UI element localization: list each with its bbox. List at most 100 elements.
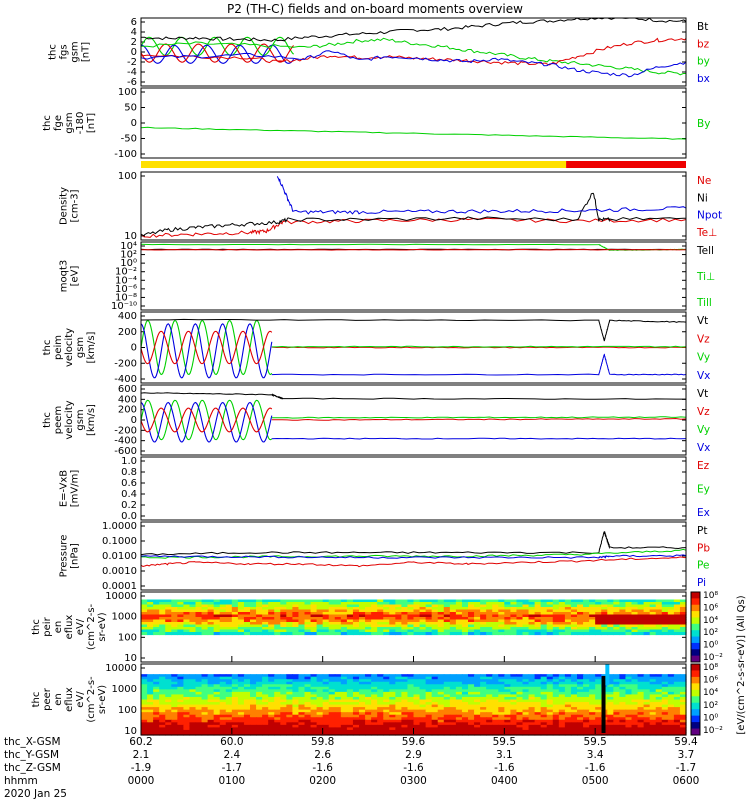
ylabel-pressure: Pressure[nPa] — [59, 535, 81, 578]
colorbar-tick: 10² — [703, 628, 718, 638]
footer-label: thc_Z-GSM — [4, 762, 61, 774]
series-by — [140, 37, 686, 76]
footer-tick-y: 3.7 — [677, 749, 695, 761]
ytick-label: -600 — [114, 446, 137, 457]
panel-density: Density[cm-3] 100 10 Ne Ni Npot Te⊥ — [59, 171, 723, 242]
panel-frame — [140, 171, 687, 241]
colorbar-tick: 10² — [703, 701, 718, 711]
footer-tick-x: 59.4 — [674, 736, 698, 748]
legend-Vy: Vy — [697, 352, 710, 364]
footer-tick-z: -1.7 — [221, 762, 243, 774]
legend-Npot: Npot — [697, 210, 722, 222]
colorbar-upper: 10⁸ 10⁶ 10⁴ 10² 10⁰ 10⁻² — [690, 591, 723, 663]
panel-frame — [140, 663, 687, 736]
series-Vx — [271, 353, 687, 376]
panel-peem: thcpeemvelocitygsm[km/s] 6004002000-200-4… — [42, 384, 710, 457]
legend-Vx: Vx — [697, 442, 710, 454]
footer-tick-x: 59.6 — [401, 736, 426, 748]
colorbar-lower: 10⁸ 10⁶ 10⁴ 10² 10⁰ 10⁻² — [690, 663, 723, 736]
legend-Ni: Ni — [697, 192, 708, 204]
footer-tick-y: 3.4 — [586, 749, 604, 761]
ytick-label: 0.4 — [121, 489, 137, 500]
ytick-label: 100 — [118, 705, 137, 716]
legend-Vt: Vt — [697, 388, 708, 400]
footer-label: 2020 Jan 25 — [4, 788, 67, 800]
footer-tick-column: 59.6 2.9 -1.6 0300 — [398, 736, 430, 788]
legend-Vx: Vx — [697, 370, 710, 382]
ytick-label: 100 — [118, 632, 137, 643]
footer-tick-column: 60.0 2.4 -1.7 0100 — [216, 736, 248, 788]
spectrogram-gap — [601, 676, 606, 733]
legend-bz: bz — [697, 38, 710, 50]
ytick-label: 600 — [118, 384, 137, 395]
footer-tick-t: 0500 — [581, 775, 609, 787]
ytick-label: 10⁻¹⁰ — [111, 301, 137, 312]
legend-Pb: Pb — [697, 542, 710, 554]
colorbar-tick: 10⁻² — [703, 653, 723, 663]
mode-bar-fast — [566, 161, 686, 168]
footer-tick-y: 2.9 — [405, 749, 422, 761]
colorbar-tick: 10⁸ — [703, 591, 718, 601]
series-Pb — [140, 556, 687, 568]
mode-bar-slow — [141, 161, 567, 168]
legend-Till: Till — [696, 297, 712, 309]
footer-tick-z: -1.6 — [494, 762, 515, 774]
legend-Ne: Ne — [697, 175, 711, 187]
ytick-label: 0.0010 — [102, 566, 137, 577]
ylabel-fge: thcfgegsm-180[nT] — [42, 112, 97, 135]
panel-peer: thcpeerenefluxeV/(cm^2-s-sr-eV) 10000 1000… — [31, 663, 687, 737]
ytick-label: -400 — [114, 436, 137, 447]
footer-tick-x: 59.5 — [583, 736, 607, 748]
ytick-label: 0.1000 — [102, 536, 137, 547]
footer-tick-z: -1.7 — [675, 762, 697, 774]
footer-label: thc_Y-GSM — [4, 749, 59, 761]
ytick-label: 50 — [124, 103, 137, 114]
ytick-label: 10000 — [105, 663, 137, 674]
legend-By: By — [697, 118, 710, 130]
footer-label: hhmm — [4, 775, 38, 787]
series-By — [140, 126, 687, 140]
ytick-label: 10000 — [105, 591, 137, 602]
footer-tick-column: 59.8 2.6 -1.6 0200 — [307, 736, 339, 788]
series-Vy — [271, 416, 687, 419]
ytick-label: 4 — [131, 27, 137, 38]
footer-tick-t: 0200 — [309, 775, 337, 787]
series-Vt — [140, 318, 687, 342]
panel-frame — [140, 456, 687, 521]
legend-Bt: Bt — [697, 21, 708, 33]
legend-by: by — [697, 56, 710, 68]
ytick-label: 0.8 — [121, 467, 137, 478]
series-Vy — [271, 345, 687, 348]
series-Bt — [140, 17, 687, 42]
ytick-label: 0.0 — [121, 511, 137, 522]
ytick-label: 10⁰ — [120, 258, 137, 269]
osc-vx — [140, 323, 273, 379]
footer-tick-column: 59.4 3.7 -1.7 0600 — [670, 736, 702, 788]
ytick-label: 0.0100 — [102, 551, 137, 562]
ylabel-peir: thcpeirenefluxeV/(cm^2-s-sr-eV) — [31, 603, 108, 650]
ytick-label: -200 — [114, 425, 137, 436]
panel-frame — [140, 384, 687, 456]
colorbar-tick: 10⁰ — [703, 641, 718, 651]
panel-peim: thcpeimvelocitygsm[km/s] 400 200 0 -200 -400 V… — [42, 311, 710, 385]
series-Te — [141, 248, 687, 251]
footer-tick-column: 60.2 2.1 -1.9 0000 — [125, 736, 157, 788]
footer-tick-x: 60.0 — [220, 736, 244, 748]
spectrogram-peir — [141, 599, 687, 636]
ytick-label: -200 — [114, 358, 137, 369]
legend-Te⊥: Te⊥ — [696, 227, 717, 239]
ytick-label: -100 — [114, 149, 137, 160]
footer-tick-z: -1.9 — [130, 762, 152, 774]
legend-Pt: Pt — [697, 525, 707, 537]
footer-tick-z: -1.6 — [403, 762, 424, 774]
legend-Tell: Tell — [696, 245, 714, 257]
footer-tick-x: 59.5 — [492, 736, 517, 748]
panel-frame — [140, 87, 687, 159]
ytick-label: 10⁻² — [115, 267, 137, 278]
ytick-label: -50 — [121, 134, 137, 145]
series-Pe — [140, 548, 687, 559]
ytick-label: 0 — [131, 343, 137, 354]
legend-Ti⊥: Ti⊥ — [696, 271, 715, 283]
